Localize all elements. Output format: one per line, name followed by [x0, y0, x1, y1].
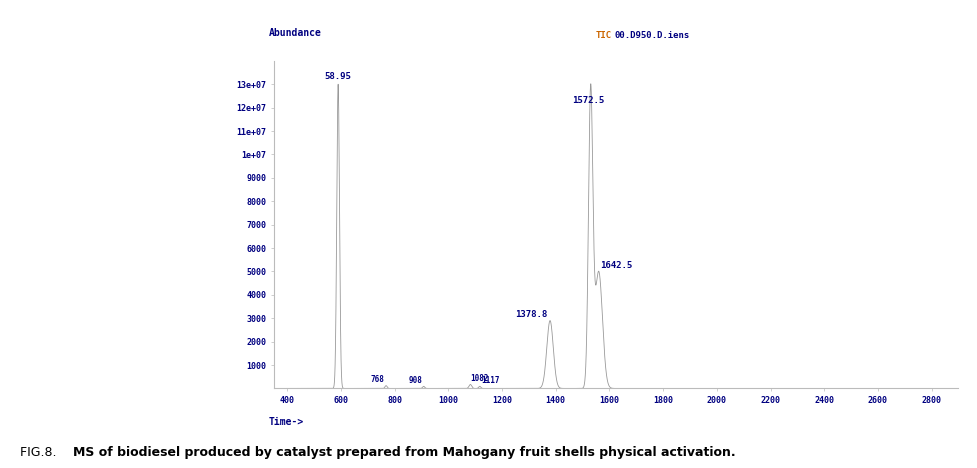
Text: 00.D950.D.iens: 00.D950.D.iens: [614, 31, 689, 40]
Text: FIG.8.: FIG.8.: [20, 446, 60, 459]
Text: 768: 768: [370, 375, 384, 384]
Text: Abundance: Abundance: [269, 28, 321, 38]
Text: 1572.5: 1572.5: [572, 96, 604, 105]
Text: 908: 908: [408, 376, 422, 385]
Text: TIC: TIC: [595, 31, 611, 40]
Text: 1117: 1117: [481, 376, 499, 385]
Text: Time->: Time->: [269, 417, 304, 426]
Text: 1378.8: 1378.8: [515, 310, 547, 319]
Text: 1642.5: 1642.5: [600, 261, 632, 270]
Text: 1082: 1082: [470, 374, 488, 383]
Text: MS of biodiesel produced by catalyst prepared from Mahogany fruit shells physica: MS of biodiesel produced by catalyst pre…: [73, 446, 736, 459]
Text: 58.95: 58.95: [324, 72, 351, 81]
